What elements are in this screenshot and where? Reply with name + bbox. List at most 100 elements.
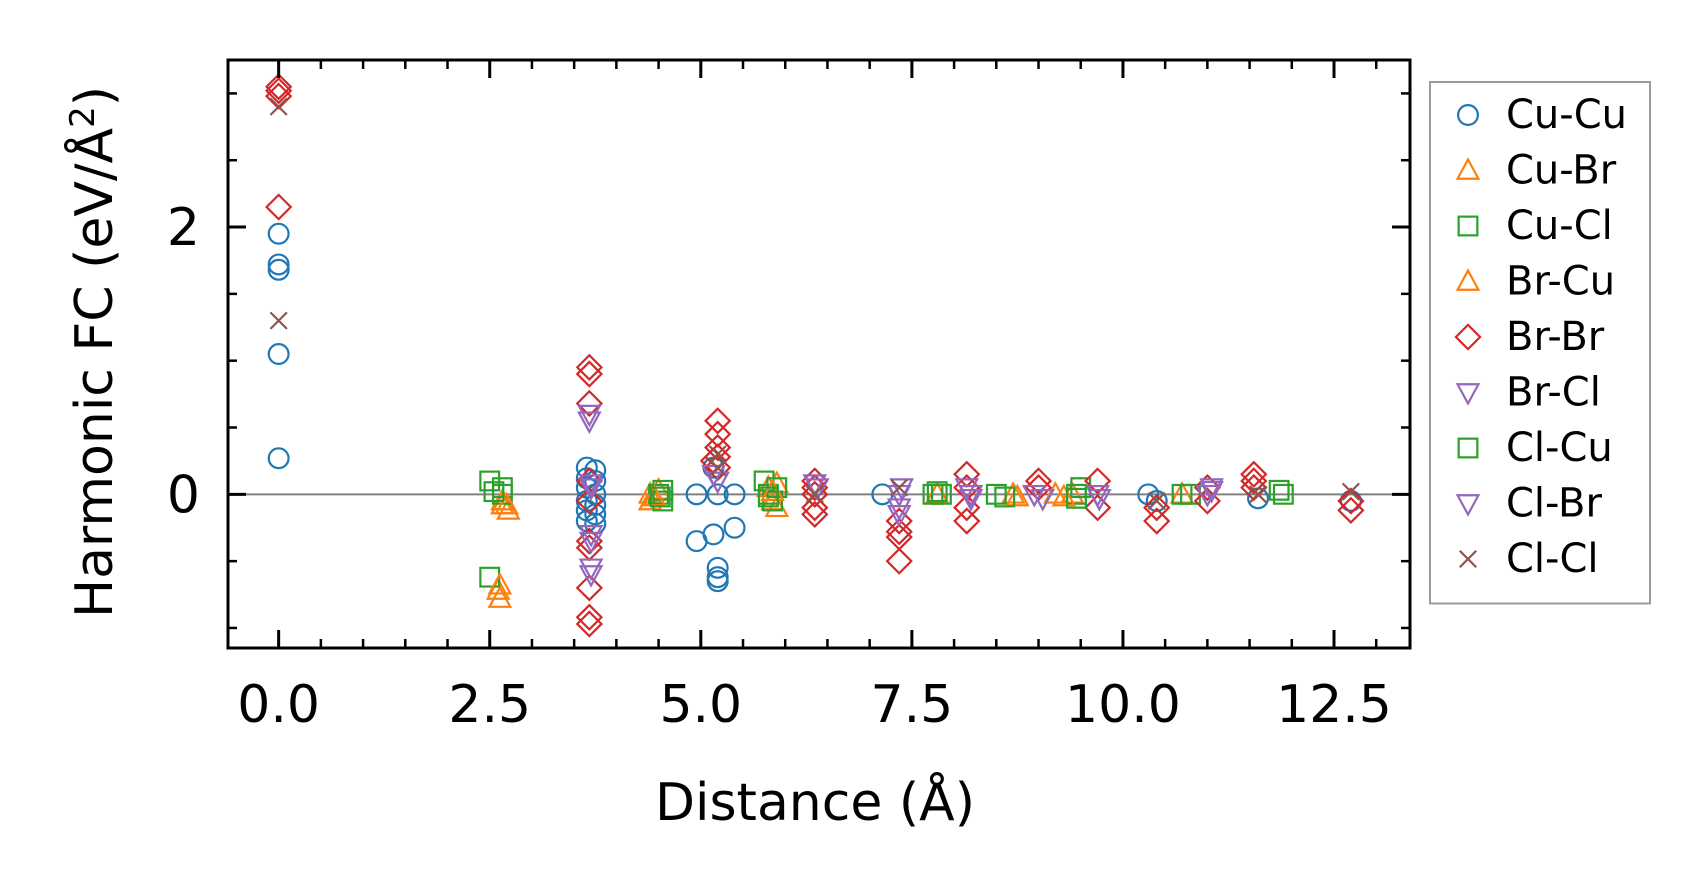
legend-marker (1455, 383, 1481, 406)
data-point (578, 525, 604, 548)
data-point (269, 311, 288, 330)
legend-entry: Cu-Cl (1457, 203, 1613, 249)
data-point (723, 516, 746, 539)
legend: Cu-Cu Cu-Br Cu-Cl Br-Cu Br-Br Br-Cl Cl-Cu Cl-Br… (1429, 81, 1651, 605)
data-point (649, 486, 671, 508)
data-point (575, 353, 604, 382)
legend-label: Cl-Cu (1506, 425, 1613, 471)
legend-marker (1455, 494, 1481, 517)
data-point (924, 481, 950, 504)
data-point (805, 478, 830, 501)
data-point (1070, 477, 1092, 499)
legend-label: Cl-Br (1506, 481, 1602, 527)
data-point (265, 77, 293, 105)
data-point (267, 222, 290, 245)
data-point (1180, 483, 1201, 505)
data-point (487, 571, 513, 595)
series-cl-cu (483, 479, 1290, 509)
legend-entry: Cl-Cl (1458, 536, 1599, 582)
series-cl-br (578, 478, 1224, 555)
data-point (1193, 473, 1222, 502)
y-axis-label-close: ) (65, 86, 125, 106)
data-point (577, 404, 602, 428)
data-point (704, 407, 732, 435)
x-tick-label: 10.0 (1065, 675, 1181, 735)
data-point (267, 343, 290, 366)
data-point (265, 193, 293, 221)
y-axis-label-superscript: 2 (63, 106, 103, 128)
data-point (584, 503, 607, 526)
legend-label: Cu-Cl (1506, 203, 1613, 249)
data-point (704, 433, 732, 462)
data-point (577, 411, 602, 435)
legend-marker (1455, 268, 1481, 291)
data-point (1066, 487, 1087, 509)
data-point (1249, 485, 1268, 504)
data-point (994, 486, 1016, 508)
plot-frame (226, 58, 1412, 650)
data-point (265, 73, 293, 101)
y-tick-label: 0 (167, 465, 200, 525)
data-point (958, 484, 984, 508)
data-point (578, 474, 604, 497)
data-point (685, 483, 708, 506)
x-axis-label: Distance (Å) (655, 771, 975, 833)
data-point (575, 389, 604, 418)
data-point (578, 558, 604, 582)
data-points-layer (265, 73, 1365, 638)
legend-label: Cl-Cl (1506, 536, 1599, 582)
data-point (483, 481, 505, 503)
data-point (1143, 507, 1171, 535)
data-point (494, 491, 519, 515)
x-tick-label: 5.0 (659, 675, 742, 735)
data-point (578, 565, 604, 588)
y-axis-label-main: Harmonic FC (eV/Å (63, 127, 125, 618)
legend-entry: Br-Cl (1455, 370, 1601, 416)
data-point (575, 527, 604, 555)
data-point (705, 471, 730, 495)
data-point (1199, 478, 1224, 501)
data-point (575, 610, 604, 638)
data-point (702, 523, 725, 546)
x-tick-label: 0.0 (237, 675, 320, 735)
x-tick-label: 12.5 (1276, 675, 1392, 735)
x-tick-label: 7.5 (871, 675, 954, 735)
legend-marker (1458, 549, 1478, 569)
legend-entry: Cu-Br (1455, 148, 1617, 194)
data-point (953, 507, 981, 535)
data-point (706, 483, 729, 506)
data-point (926, 481, 948, 503)
data-point (885, 507, 913, 535)
data-point (1024, 467, 1053, 495)
series-br-br (265, 73, 1365, 638)
data-point (1240, 460, 1268, 488)
data-point (1193, 487, 1222, 515)
data-point (1051, 483, 1077, 507)
legend-entry: Cl-Cu (1457, 425, 1613, 471)
data-point (1145, 490, 1168, 513)
data-point (958, 488, 984, 512)
legend-label: Br-Cl (1506, 370, 1601, 416)
data-point (578, 531, 604, 555)
data-point (1083, 467, 1112, 495)
data-point (479, 470, 501, 492)
data-point (757, 486, 779, 508)
data-point (575, 603, 604, 631)
data-point (1341, 482, 1360, 501)
legend-marker (1454, 323, 1482, 351)
y-axis-label: Harmonic FC (eV/Å2) (63, 86, 125, 618)
legend-label: Cu-Br (1506, 148, 1617, 194)
series-cu-cu (267, 222, 1362, 593)
series-cl-cl (269, 97, 1360, 511)
data-point (890, 478, 909, 497)
data-point (706, 556, 729, 579)
axes-layer: 0.0 2.5 5.0 7.5 10.0 12.5 0 2 (167, 58, 1412, 735)
legend-label: Br-Cu (1506, 259, 1615, 305)
data-point (1337, 487, 1365, 515)
data-point (267, 258, 290, 281)
data-point (706, 570, 729, 593)
data-point (1083, 494, 1112, 522)
data-point (723, 483, 746, 506)
data-point (930, 483, 952, 505)
